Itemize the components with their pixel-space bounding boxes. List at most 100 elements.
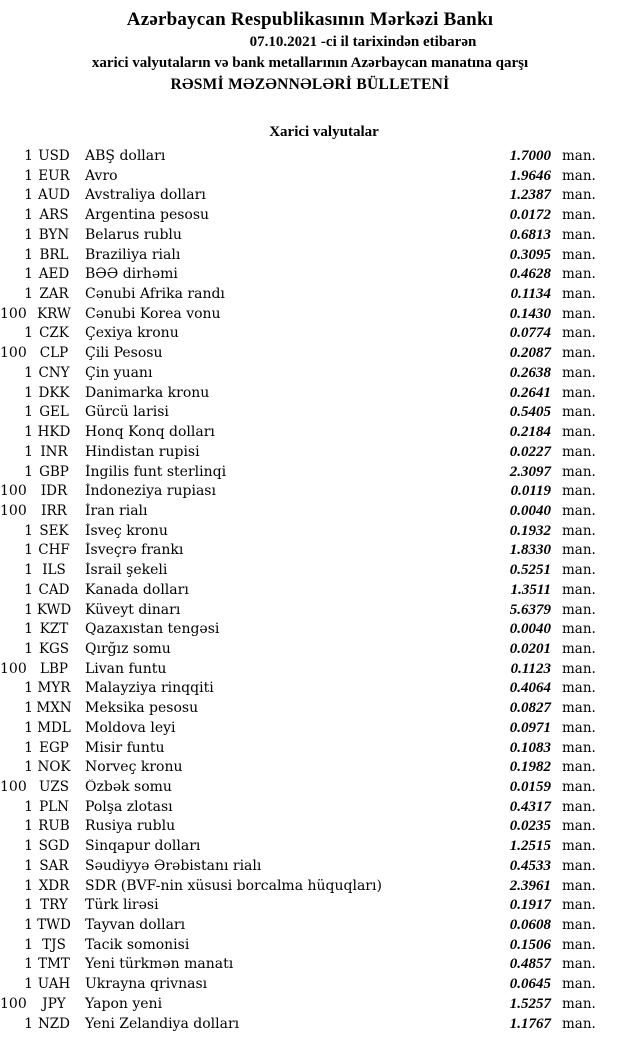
quantity: 1: [24, 976, 33, 993]
unit-label: man.: [562, 759, 596, 776]
currency-code: BYN: [38, 226, 70, 243]
quantity: 1: [24, 700, 33, 717]
rate-value: 0.0040: [509, 502, 551, 519]
currency-code: USD: [38, 148, 70, 164]
rate-value: 0.3095: [509, 246, 551, 263]
currency-name: Polşa zlotası: [85, 798, 173, 815]
currency-name: Cənubi Korea vonu: [85, 305, 221, 322]
currency-name: Tayvan dolları: [85, 917, 186, 934]
rate-row: 100 KRW Cənubi Korea vonu 0.1430 man.: [0, 306, 620, 326]
currency-code: EGP: [39, 739, 69, 756]
unit-label: man.: [562, 719, 596, 736]
rate-row: 1 BYN Belarus rublu 0.6813 man.: [0, 227, 620, 247]
currency-code: XDR: [38, 877, 70, 894]
unit-label: man.: [562, 542, 596, 559]
currency-name: ABŞ dolları: [85, 148, 166, 164]
rate-value: 0.1430: [509, 305, 551, 322]
unit-label: man.: [562, 404, 596, 421]
currency-code: KRW: [37, 305, 71, 322]
currency-name: Çin yuanı: [85, 364, 153, 381]
currency-name: SDR (BVF-nin xüsusi borcalma hüquqları): [85, 877, 382, 894]
currency-name: Tacik somonisi: [85, 936, 190, 953]
rate-row: 1 NOK Norveç kronu 0.1982 man.: [0, 759, 620, 779]
rate-row: 1 AUD Avstraliya dolları 1.2387 man.: [0, 187, 620, 207]
quantity: 1: [24, 719, 33, 736]
rate-row: 1 GEL Gürcü larisi 0.5405 man.: [0, 404, 620, 424]
currency-code: PLN: [39, 798, 69, 815]
unit-label: man.: [562, 838, 596, 855]
rate-row: 1 ARS Argentina pesosu 0.0172 man.: [0, 207, 620, 227]
unit-label: man.: [562, 305, 596, 322]
quantity: 1: [24, 226, 33, 243]
currency-code: MYR: [37, 680, 71, 697]
rate-value: 0.4628: [509, 266, 551, 283]
currency-name: Özbək somu: [85, 779, 172, 795]
unit-label: man.: [562, 286, 596, 303]
currency-code: KWD: [36, 601, 72, 618]
quantity: 1: [24, 838, 33, 855]
currency-code: TWD: [37, 917, 71, 934]
quantity: 1: [24, 404, 33, 421]
rate-row: 1 KGS Qırğız somu 0.0201 man.: [0, 641, 620, 661]
currency-name: Malayziya rinqqiti: [85, 680, 214, 697]
quantity: 100: [0, 305, 27, 322]
rate-value: 0.5251: [509, 562, 551, 579]
rate-row: 100 IRR İran rialı 0.0040 man.: [0, 503, 620, 523]
currency-name: İsrail şekeli: [85, 562, 168, 579]
unit-label: man.: [562, 897, 596, 914]
currency-name: Honq Konq dolları: [85, 424, 215, 441]
currency-code: NZD: [37, 1015, 71, 1032]
currency-name: BƏƏ dirhəmi: [85, 266, 178, 283]
unit-label: man.: [562, 995, 596, 1012]
rate-row: 1 BRL Braziliya rialı 0.3095 man.: [0, 247, 620, 267]
unit-label: man.: [562, 877, 596, 894]
rate-value: 0.0827: [509, 700, 551, 717]
unit-label: man.: [562, 384, 596, 401]
currency-name: Rusiya rublu: [85, 818, 176, 835]
quantity: 1: [24, 443, 33, 460]
unit-label: man.: [562, 660, 596, 677]
currency-code: CLP: [39, 345, 69, 362]
currency-name: Kanada dolları: [85, 581, 189, 598]
exchange-rates-table: 1 USD ABŞ dolları 1.7000 man. 1 EUR Avro…: [0, 148, 620, 1035]
rate-value: 0.5405: [509, 404, 551, 421]
rate-value: 1.7000: [509, 148, 551, 164]
currency-code: CHF: [38, 542, 70, 559]
currency-name: Küveyt dinarı: [85, 601, 181, 618]
currency-name: Çexiya kronu: [85, 325, 179, 342]
unit-label: man.: [562, 917, 596, 934]
rate-value: 1.5257: [509, 995, 551, 1012]
currency-name: İngilis funt sterlinqi: [85, 463, 227, 480]
quantity: 1: [24, 246, 33, 263]
rate-row: 100 IDR İndoneziya rupiası 0.0119 man.: [0, 483, 620, 503]
unit-label: man.: [562, 680, 596, 697]
quantity: 100: [0, 779, 27, 795]
quantity: 1: [24, 818, 33, 835]
document-header: Azərbaycan Respublikasının Mərkəzi Bankı…: [0, 0, 620, 95]
rate-value: 5.6379: [509, 601, 551, 618]
quantity: 1: [24, 542, 33, 559]
currency-name: Yapon yeni: [85, 995, 163, 1012]
quantity: 100: [0, 345, 27, 362]
rate-value: 0.0645: [509, 976, 551, 993]
rate-value: 0.0235: [509, 818, 551, 835]
currency-name: Misir funtu: [85, 739, 165, 756]
currency-code: KGS: [38, 640, 70, 657]
quantity: 100: [0, 502, 27, 519]
currency-code: BRL: [39, 246, 69, 263]
currency-name: Türk lirəsi: [85, 897, 159, 914]
rate-row: 1 CHF İsveçrə frankı 1.8330 man.: [0, 542, 620, 562]
currency-name: Avstraliya dolları: [85, 187, 206, 204]
currency-code: HKD: [37, 424, 71, 441]
rate-row: 1 KWD Küveyt dinarı 5.6379 man.: [0, 602, 620, 622]
currency-name: İsveç kronu: [85, 522, 168, 539]
currency-name: İran rialı: [85, 502, 148, 519]
rate-value: 0.1134: [510, 286, 551, 303]
currency-name: Avro: [85, 167, 118, 184]
currency-name: Yeni Zelandiya dolları: [85, 1015, 240, 1032]
currency-code: JPY: [42, 995, 66, 1012]
rate-row: 100 CLP Çili Pesosu 0.2087 man.: [0, 345, 620, 365]
quantity: 1: [24, 857, 33, 874]
rate-value: 0.4857: [509, 956, 551, 973]
unit-label: man.: [562, 956, 596, 973]
